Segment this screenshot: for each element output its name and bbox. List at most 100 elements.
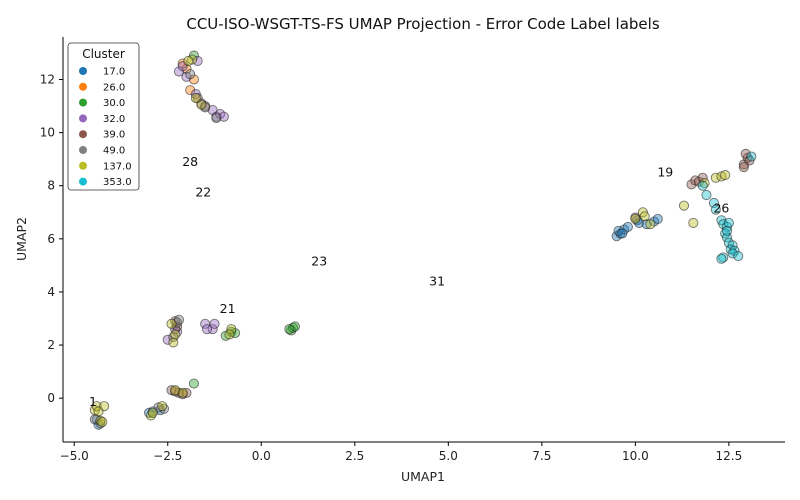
data-point	[170, 385, 181, 396]
legend-marker	[79, 114, 87, 123]
x-tick-label: 10.0	[622, 449, 649, 463]
data-point	[645, 219, 656, 230]
y-tick-label: 8	[47, 179, 55, 193]
data-point	[147, 407, 158, 418]
cluster-annotation: 1	[89, 394, 97, 409]
legend-marker	[79, 177, 87, 186]
data-point	[697, 180, 708, 191]
data-point	[634, 217, 645, 228]
data-point	[733, 251, 744, 262]
cluster-annotation: 21	[220, 301, 236, 316]
data-point	[284, 324, 295, 335]
data-point	[188, 378, 199, 389]
y-tick-label: 0	[47, 391, 55, 405]
data-points	[89, 50, 757, 430]
data-point	[201, 324, 213, 335]
x-tick-label: −5.0	[60, 449, 89, 463]
data-point	[688, 217, 699, 228]
data-point	[716, 253, 727, 264]
data-point	[196, 99, 207, 110]
cluster-annotation: 26	[713, 200, 729, 215]
legend-entry-label: 26.0	[103, 82, 125, 93]
legend-marker	[79, 98, 87, 107]
data-point	[746, 151, 757, 162]
data-point	[93, 406, 104, 417]
data-point	[622, 221, 633, 232]
data-point	[226, 324, 237, 335]
legend-marker	[79, 146, 87, 154]
data-point	[721, 225, 733, 236]
data-point	[678, 200, 690, 211]
y-tick-label: 6	[47, 232, 55, 246]
data-point	[652, 213, 663, 224]
legend-marker	[79, 161, 87, 170]
legend: Cluster 17.0 26.0 30.0 32.0 39.0 49.0 137.0 353.…	[67, 42, 140, 191]
data-point	[686, 179, 697, 190]
legend-entry-label: 17.0	[103, 67, 125, 78]
cluster-annotation: 28	[182, 154, 198, 169]
data-point	[211, 112, 222, 124]
legend-marker	[79, 130, 87, 139]
data-point	[168, 337, 179, 348]
chart-title: CCU-ISO-WSGT-TS-FS UMAP Projection - Err…	[186, 15, 659, 33]
legend-marker	[79, 67, 87, 75]
x-tick-label: 5.0	[439, 449, 458, 463]
data-point	[207, 324, 218, 335]
x-tick-label: −2.5	[153, 449, 182, 463]
x-tick-label: 0.0	[252, 449, 271, 463]
x-axis-title: UMAP1	[401, 469, 445, 484]
y-axis: 0 2 4 6 8 10 12	[40, 37, 64, 442]
data-point	[218, 111, 229, 122]
data-point	[720, 170, 731, 181]
legend-entry-label: 49.0	[103, 146, 125, 157]
y-tick-label: 12	[40, 72, 55, 86]
data-point	[641, 219, 652, 230]
data-point	[630, 213, 641, 224]
data-point	[91, 401, 102, 412]
data-point	[97, 417, 108, 428]
x-axis: −5.0 −2.5 0.0 2.5 5.0 7.5 10.0 12.5	[60, 441, 785, 463]
legend-entry-label: 39.0	[103, 130, 125, 141]
data-point	[185, 85, 196, 96]
data-point	[173, 66, 185, 77]
data-point	[289, 321, 300, 332]
data-point	[162, 334, 173, 345]
data-point	[157, 401, 168, 412]
y-tick-label: 4	[47, 285, 55, 299]
data-point	[710, 204, 721, 215]
data-point	[209, 318, 220, 329]
x-tick-label: 12.5	[716, 449, 743, 463]
data-point	[183, 55, 194, 66]
y-axis-title: UMAP2	[14, 217, 29, 261]
legend-marker	[79, 82, 87, 91]
data-point	[190, 93, 201, 104]
legend-entry-label: 353.0	[103, 177, 132, 188]
y-tick-label: 10	[40, 126, 55, 140]
y-tick-label: 2	[47, 338, 55, 352]
data-point	[723, 217, 734, 228]
data-point	[697, 172, 708, 183]
data-point	[617, 228, 628, 239]
data-point	[181, 387, 192, 398]
data-point	[738, 162, 749, 173]
legend-entry-label: 30.0	[103, 98, 125, 109]
data-point	[185, 69, 196, 80]
data-point	[188, 74, 199, 85]
legend-box	[67, 42, 140, 191]
data-point	[177, 387, 188, 398]
data-point	[224, 329, 235, 340]
data-point	[639, 211, 650, 222]
cluster-annotation: 19	[657, 164, 673, 179]
x-tick-label: 2.5	[345, 449, 364, 463]
legend-entry-label: 32.0	[103, 114, 125, 125]
x-tick-label: 7.5	[532, 449, 551, 463]
cluster-annotation: 31	[429, 273, 445, 288]
data-point	[170, 329, 181, 340]
cluster-annotation: 23	[311, 253, 327, 268]
data-point	[166, 318, 177, 329]
legend-entry-label: 137.0	[103, 161, 132, 172]
legend-title: Cluster	[82, 47, 125, 61]
data-point	[701, 189, 712, 201]
data-point	[727, 248, 738, 259]
